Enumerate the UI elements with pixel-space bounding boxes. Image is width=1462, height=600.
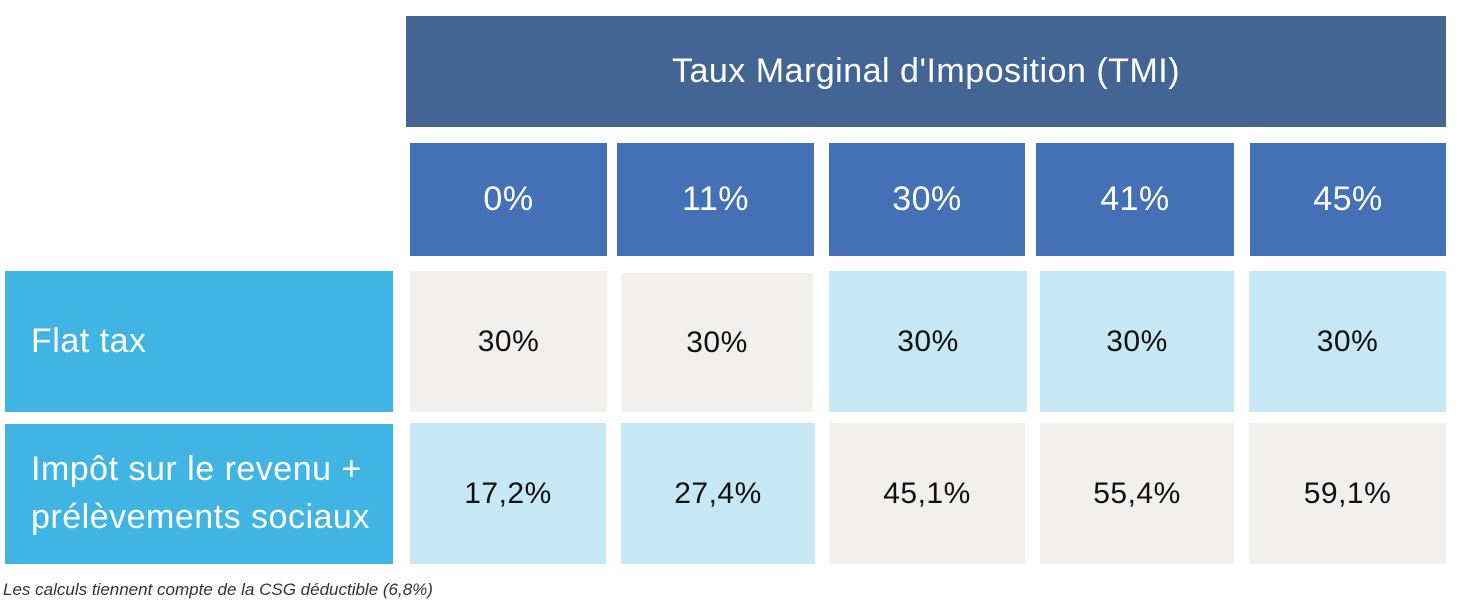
column-header-2: 30% xyxy=(829,143,1025,256)
table-cell: 30% xyxy=(1040,271,1234,412)
table-cell: 30% xyxy=(410,271,607,412)
table-cell: 30% xyxy=(829,271,1027,412)
table-title: Taux Marginal d'Imposition (TMI) xyxy=(406,16,1446,127)
row-header-label: Flat tax xyxy=(31,321,147,360)
row-header-flat-tax: Flat tax xyxy=(5,271,393,412)
table-cell: 59,1% xyxy=(1249,423,1446,564)
footnote: Les calculs tiennent compte de la CSG dé… xyxy=(3,580,433,599)
table-cell: 17,2% xyxy=(410,423,606,564)
table-cell: 30% xyxy=(1249,271,1446,412)
column-header-1: 11% xyxy=(617,143,814,256)
table-cell: 27,4% xyxy=(621,423,815,564)
column-header-3: 41% xyxy=(1036,143,1234,256)
table-cell: 30% xyxy=(621,273,813,412)
column-header-4: 45% xyxy=(1250,143,1446,256)
column-header-0: 0% xyxy=(410,143,607,256)
row-header-label: Impôt sur le revenu + prélèvements socia… xyxy=(31,450,370,536)
table-cell: 45,1% xyxy=(829,423,1025,564)
row-header-income-tax: Impôt sur le revenu + prélèvements socia… xyxy=(5,424,393,564)
table-cell: 55,4% xyxy=(1040,423,1234,564)
